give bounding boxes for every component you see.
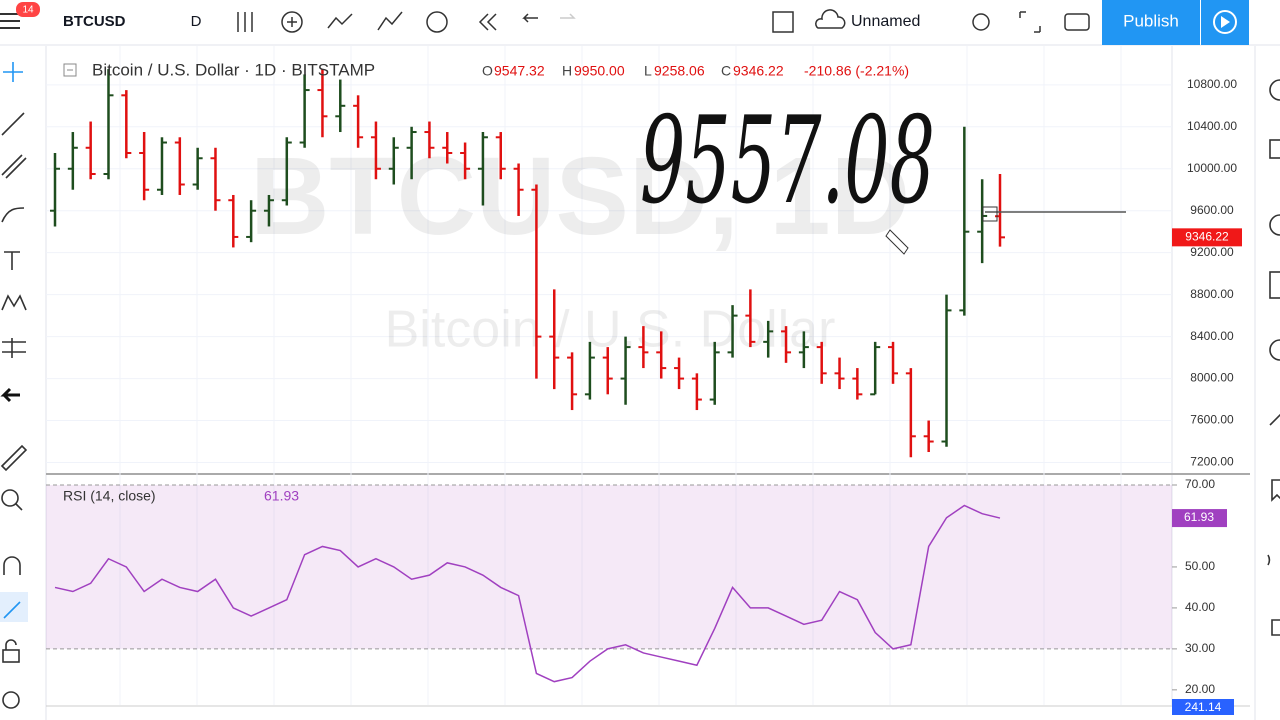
- low-value: 9258.06: [654, 63, 705, 79]
- rsi-legend[interactable]: RSI (14, close): [63, 488, 156, 504]
- price-pane: 10800.00 10400.00 10000.00 9600.00 9200.00 88…: [46, 46, 1242, 705]
- price-tick-label: 8800.00: [1190, 287, 1234, 301]
- open-value: 9547.32: [494, 63, 545, 79]
- rsi-last-label: 61.93: [1184, 510, 1214, 524]
- rsi-tick-label: 20.00: [1185, 682, 1215, 696]
- rsi-tick-label: 50.00: [1185, 559, 1215, 573]
- close-value: 9346.22: [733, 63, 784, 79]
- price-tick-label: 9200.00: [1190, 245, 1234, 259]
- high-value: 9950.00: [574, 63, 625, 79]
- price-tick-label: 10000.00: [1187, 161, 1237, 175]
- open-label: O: [482, 63, 493, 79]
- play-icon: [1213, 10, 1237, 34]
- change-value: -210.86 (-2.21%): [804, 63, 909, 79]
- interval[interactable]: D: [191, 13, 202, 30]
- price-tick-label: 8000.00: [1190, 371, 1234, 385]
- rsi-pane: 70.00 50.00 40.00 30.00 20.00 61.93: [46, 477, 1227, 696]
- badge: [16, 2, 40, 17]
- high-label: H: [562, 63, 572, 79]
- cloud-icon: [815, 9, 846, 29]
- watermark: BTCUSD, 1D: [250, 135, 910, 258]
- publish-button[interactable]: [1102, 0, 1200, 45]
- pencil-cursor: [885, 229, 909, 255]
- ohlc-legend: O 9547.32 H 9950.00 L 9258.06 C 9346.22 …: [482, 63, 909, 79]
- price-tick-label: 10400.00: [1187, 119, 1237, 133]
- symbol[interactable]: BTCUSD: [63, 13, 126, 30]
- handwritten-annotation: 9557.08: [640, 92, 935, 231]
- rsi-tick-label: 40.00: [1185, 600, 1215, 614]
- ray-anchor: [982, 206, 998, 222]
- rsi-line: [54, 504, 1001, 683]
- top-bar: [0, 0, 1280, 45]
- last-price-label: 9346.22: [1185, 230, 1229, 244]
- rsi-band: [46, 485, 1172, 649]
- close-label: C: [721, 63, 731, 79]
- layout-name[interactable]: Unnamed: [851, 13, 920, 30]
- low-label: L: [644, 63, 652, 79]
- watermark: Bitcoin / U.S. Dollar: [385, 301, 836, 359]
- price-tick-label: 8400.00: [1190, 329, 1234, 343]
- price-tick-label: 7200.00: [1190, 455, 1234, 469]
- bottom-price-label: [1172, 699, 1234, 715]
- rsi-tick-label: 30.00: [1185, 641, 1215, 655]
- price-tick-label: 10800.00: [1187, 77, 1237, 91]
- drawing-tools[interactable]: [0, 62, 28, 709]
- widget-icons[interactable]: [1267, 79, 1280, 636]
- rsi-tick-label: 70.00: [1185, 477, 1215, 491]
- rsi-legend-value: 61.93: [264, 488, 299, 504]
- last-price-tag: [1172, 228, 1242, 247]
- rsi-last-tag: [1172, 509, 1227, 528]
- legend-title[interactable]: Bitcoin / U.S. Dollar · 1D · BITSTAMP: [92, 60, 375, 79]
- badge-count: 14: [22, 5, 34, 16]
- price-tick-label: 7600.00: [1190, 413, 1234, 427]
- collapse-icon[interactable]: [63, 63, 77, 77]
- menu-icon[interactable]: [0, 13, 20, 29]
- toolbar-icons[interactable]: [237, 11, 1090, 33]
- publish-label[interactable]: Publish: [1123, 11, 1179, 30]
- play-icon: [1221, 16, 1230, 28]
- price-tick-label: 9600.00: [1190, 203, 1234, 217]
- bottom-price-text: 241.14: [1185, 700, 1222, 714]
